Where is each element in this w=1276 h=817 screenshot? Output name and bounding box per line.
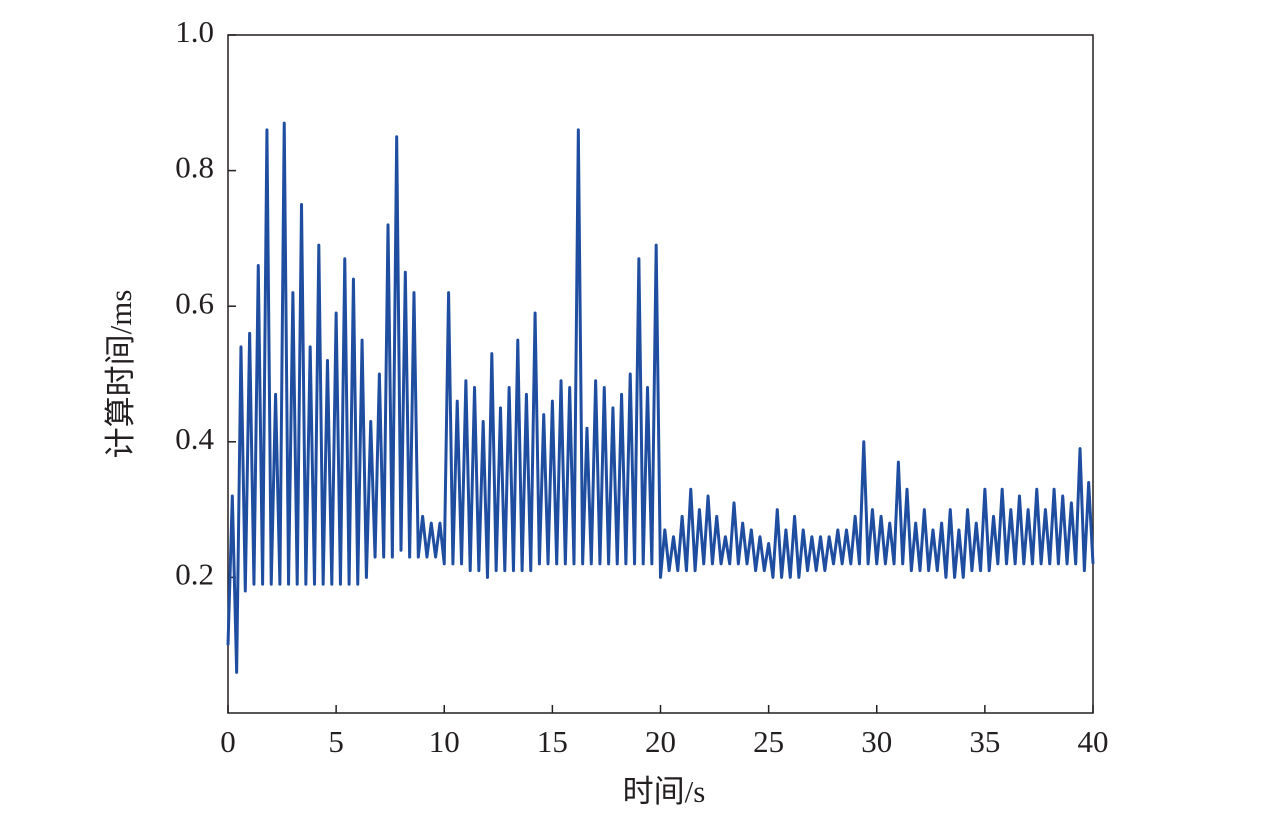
y-tick-label: 0.8: [175, 150, 214, 185]
y-tick-label: 0.6: [175, 285, 214, 320]
x-tick-label: 30: [861, 724, 892, 759]
x-axis-label: 时间/s: [623, 774, 706, 809]
x-tick-label: 40: [1078, 724, 1109, 759]
x-tick-label: 35: [969, 724, 1000, 759]
y-tick-label: 0.2: [175, 557, 214, 592]
x-tick-label: 25: [753, 724, 784, 759]
x-tick-label: 10: [429, 724, 460, 759]
y-axis-label: 计算时间/ms: [103, 290, 138, 459]
plot-frame: [227, 34, 1094, 714]
x-tick-label: 5: [328, 724, 344, 759]
x-tick-label: 20: [645, 724, 676, 759]
x-tick-label: 15: [537, 724, 568, 759]
data-line: [226, 121, 1095, 674]
y-tick-label: 0.4: [175, 421, 214, 456]
y-tick-label: 1.0: [175, 14, 214, 49]
x-tick-label: 0: [220, 724, 236, 759]
